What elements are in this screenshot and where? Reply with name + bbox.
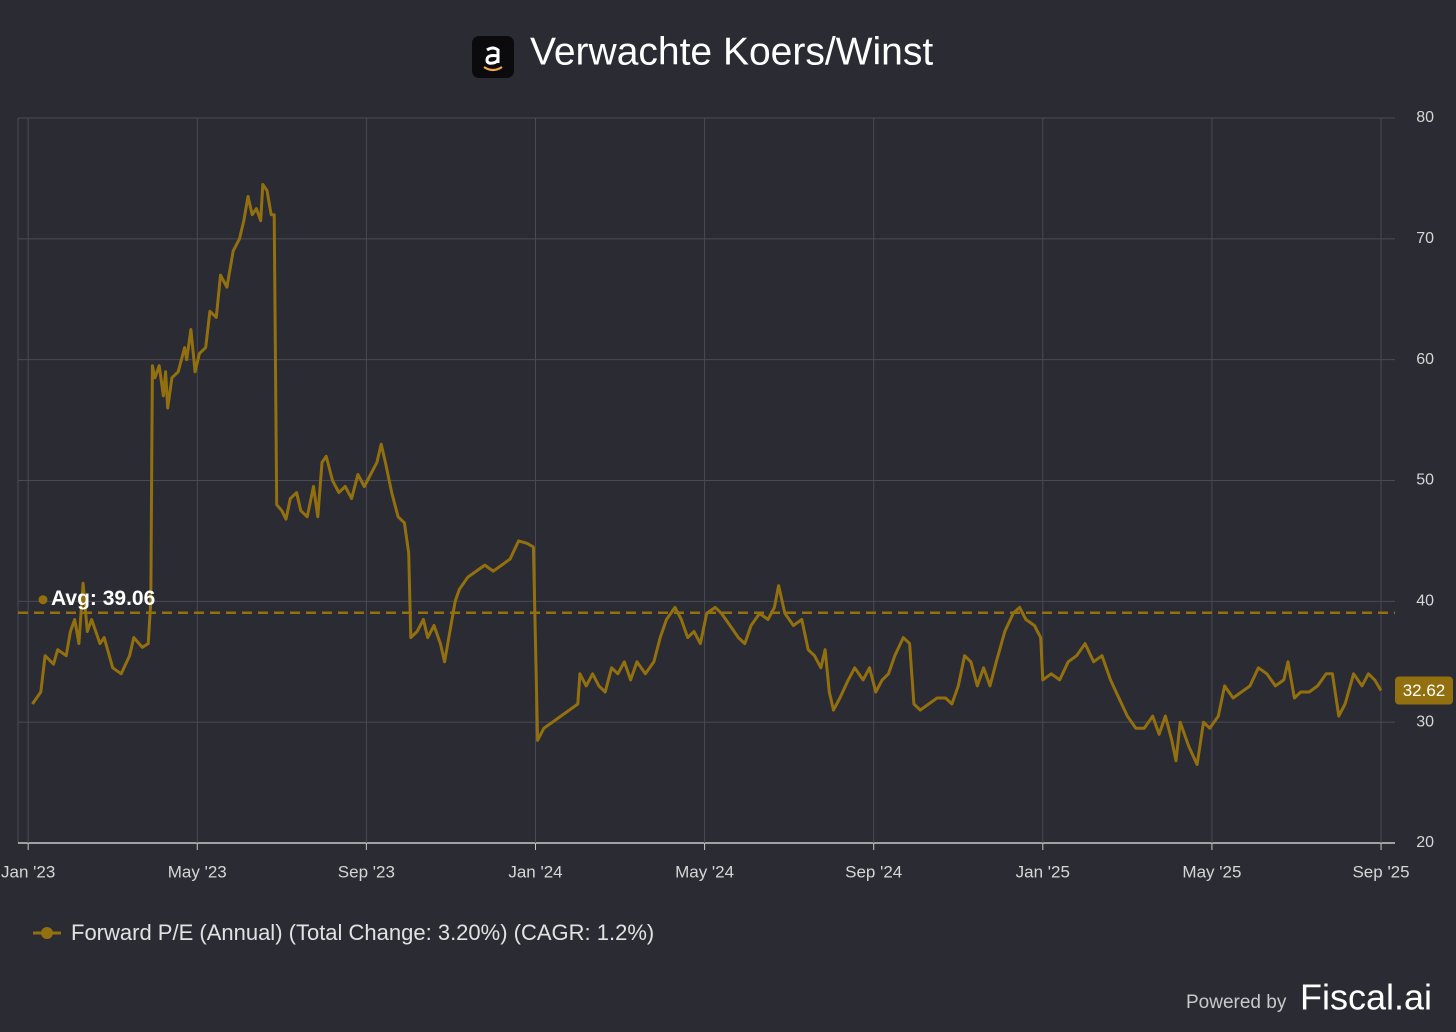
x-tick-label: Jan '24	[508, 862, 562, 881]
x-tick-label: May '25	[1182, 862, 1241, 881]
footer-brand: Fiscal.ai	[1300, 977, 1432, 1018]
y-tick-label: 30	[1416, 713, 1434, 730]
y-tick-label: 60	[1416, 351, 1434, 368]
footer-prefix: Powered by	[1186, 992, 1287, 1013]
x-tick-label: Jan '23	[1, 862, 55, 881]
legend-marker	[41, 927, 53, 939]
y-tick-label: 20	[1416, 834, 1434, 851]
y-tick-label: 40	[1416, 593, 1434, 610]
x-tick-label: Sep '23	[338, 862, 395, 881]
chart-title: Verwachte Koers/Winst	[530, 30, 933, 73]
last-value-label: 32.62	[1403, 681, 1446, 700]
x-tick-label: May '23	[168, 862, 227, 881]
average-dot	[38, 595, 48, 605]
average-label: Avg: 39.06	[51, 587, 155, 610]
x-tick-label: Sep '24	[845, 862, 902, 881]
y-tick-label: 70	[1416, 230, 1434, 247]
x-tick-label: Sep '25	[1352, 862, 1409, 881]
logo	[472, 36, 514, 78]
data-line	[31, 183, 1383, 766]
legend-label: Forward P/E (Annual) (Total Change: 3.20…	[71, 920, 654, 945]
last-value-badge	[1395, 676, 1453, 705]
y-tick-label: 50	[1416, 472, 1434, 489]
y-tick-label: 80	[1416, 109, 1434, 126]
x-tick-label: Jan '25	[1016, 862, 1070, 881]
x-tick-label: May '24	[675, 862, 734, 881]
